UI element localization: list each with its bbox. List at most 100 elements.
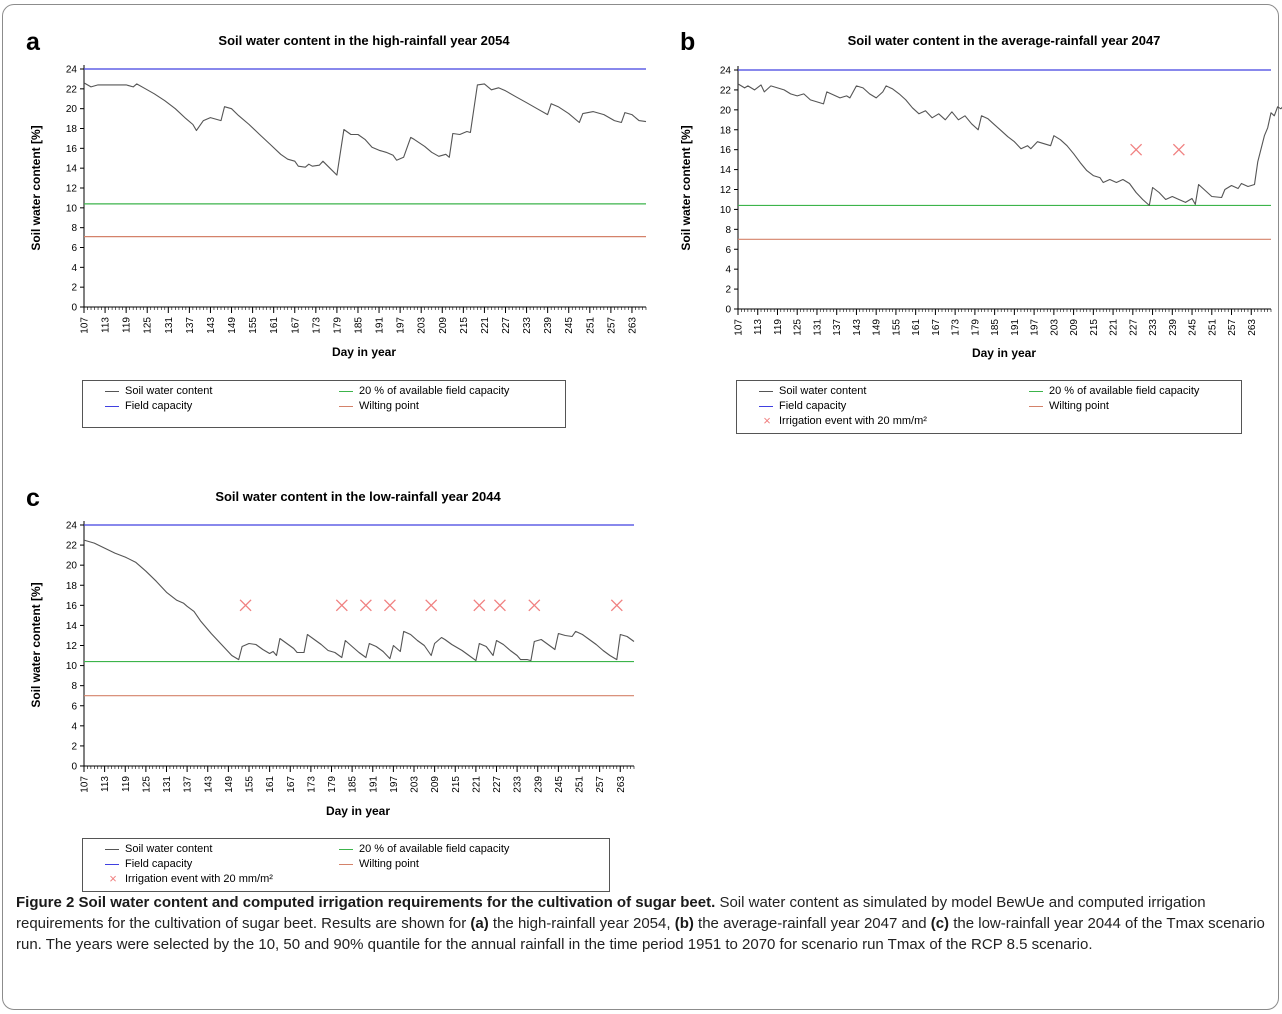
y-tick-label: 18 — [66, 124, 78, 135]
x-tick-label: 155 — [891, 319, 902, 336]
y-tick-label: 24 — [66, 521, 78, 532]
x-tick-label: 209 — [438, 317, 449, 334]
x-tick-label: 167 — [931, 319, 942, 336]
legend-label: Soil water content — [779, 385, 867, 397]
x-tick-label: 179 — [332, 317, 343, 334]
y-tick-label: 10 — [66, 661, 78, 672]
x-tick-label: 239 — [543, 317, 554, 334]
y-tick-label: 24 — [720, 66, 732, 77]
chart-title: Soil water content in the average-rainfa… — [848, 33, 1161, 48]
legend-swatch-fc — [105, 406, 119, 407]
x-tick-label: 197 — [1030, 319, 1041, 336]
panel-letter-a: a — [26, 28, 40, 56]
series-line-soil — [83, 82, 647, 176]
series-line-soil — [737, 83, 1282, 206]
x-tick-label: 155 — [245, 776, 256, 793]
x-tick-label: 245 — [554, 776, 565, 793]
x-tick-label: 125 — [143, 317, 154, 334]
x-tick-label: 251 — [1207, 319, 1218, 336]
x-tick-label: 221 — [480, 317, 491, 334]
y-axis-label: Soil water content [%] — [29, 125, 43, 250]
figure-frame — [2, 4, 1279, 1010]
irrigation-marker — [1172, 143, 1185, 156]
x-tick-label: 137 — [183, 776, 194, 793]
x-tick-label: 227 — [501, 317, 512, 334]
x-tick-label: 251 — [575, 776, 586, 793]
x-tick-label: 143 — [206, 317, 217, 334]
x-tick-label: 167 — [290, 317, 301, 334]
legend-label: 20 % of available field capacity — [359, 385, 510, 397]
x-tick-label: 149 — [227, 317, 238, 334]
x-tick-label: 263 — [616, 776, 627, 793]
y-tick-label: 12 — [66, 184, 78, 195]
y-tick-label: 6 — [725, 245, 731, 256]
x-tick-label: 185 — [348, 776, 359, 793]
x-tick-label: 191 — [375, 317, 386, 334]
y-tick-label: 22 — [66, 84, 78, 95]
x-tick-label: 221 — [471, 776, 482, 793]
x-tick-label: 161 — [269, 317, 280, 334]
y-tick-label: 8 — [725, 225, 731, 236]
legend-marker-irr: × — [109, 871, 117, 886]
legend-swatch-avail — [339, 391, 353, 392]
figure-label: Figure 2 — [16, 894, 75, 911]
y-tick-label: 8 — [71, 223, 77, 234]
y-tick-label: 20 — [720, 105, 732, 116]
y-tick-label: 4 — [71, 721, 77, 732]
x-tick-label: 263 — [627, 317, 638, 334]
caption-ref-a: (a) — [470, 915, 489, 932]
legend-swatch-soil — [105, 391, 119, 392]
irrigation-marker — [493, 599, 506, 612]
legend-swatch-fc — [759, 406, 773, 407]
irrigation-marker — [528, 599, 541, 612]
x-axis-label: Day in year — [326, 804, 390, 818]
x-tick-label: 107 — [80, 317, 91, 334]
x-tick-label: 161 — [911, 319, 922, 336]
x-tick-label: 239 — [533, 776, 544, 793]
x-tick-label: 245 — [564, 317, 575, 334]
x-tick-label: 209 — [430, 776, 441, 793]
x-tick-label: 197 — [389, 776, 400, 793]
x-axis-label: Day in year — [332, 345, 396, 359]
x-tick-label: 257 — [606, 317, 617, 334]
x-tick-label: 227 — [492, 776, 503, 793]
caption-text-1: Soil water content as simulated by model… — [16, 894, 1206, 932]
legend-swatch-avail — [1029, 391, 1043, 392]
y-tick-label: 22 — [66, 541, 78, 552]
legend-swatch-fc — [105, 864, 119, 865]
x-tick-label: 107 — [734, 319, 745, 336]
legend-swatch-wp — [1029, 406, 1043, 407]
caption-ref-c: (c) — [930, 915, 950, 932]
y-tick-label: 14 — [720, 165, 732, 176]
x-tick-label: 119 — [773, 319, 784, 335]
legend-label: Wilting point — [1049, 400, 1109, 412]
x-tick-label: 203 — [417, 317, 428, 334]
y-tick-label: 2 — [71, 741, 77, 752]
x-tick-label: 125 — [141, 776, 152, 793]
x-tick-label: 209 — [1069, 319, 1080, 336]
y-tick-label: 20 — [66, 561, 78, 572]
y-tick-label: 16 — [66, 601, 78, 612]
y-tick-label: 22 — [720, 85, 732, 96]
y-tick-label: 4 — [725, 265, 731, 276]
x-tick-label: 185 — [353, 317, 364, 334]
x-tick-label: 173 — [306, 776, 317, 793]
legend-label: Soil water content — [125, 843, 213, 855]
legend-b: Soil water content 20 % of available fiel… — [736, 380, 1242, 434]
caption-text-4: the low-rainfall year 2044 of the Tmax s… — [16, 915, 1265, 953]
y-tick-label: 6 — [71, 701, 77, 712]
irrigation-marker — [335, 599, 348, 612]
x-tick-label: 167 — [286, 776, 297, 793]
y-tick-label: 16 — [720, 145, 732, 156]
y-tick-label: 18 — [720, 125, 732, 136]
x-tick-label: 197 — [396, 317, 407, 334]
x-tick-label: 191 — [368, 776, 379, 793]
legend-swatch-wp — [339, 406, 353, 407]
x-tick-label: 215 — [451, 776, 462, 793]
x-tick-label: 215 — [459, 317, 470, 334]
x-tick-label: 137 — [185, 317, 196, 334]
irrigation-marker — [359, 599, 372, 612]
x-tick-label: 137 — [832, 319, 843, 336]
